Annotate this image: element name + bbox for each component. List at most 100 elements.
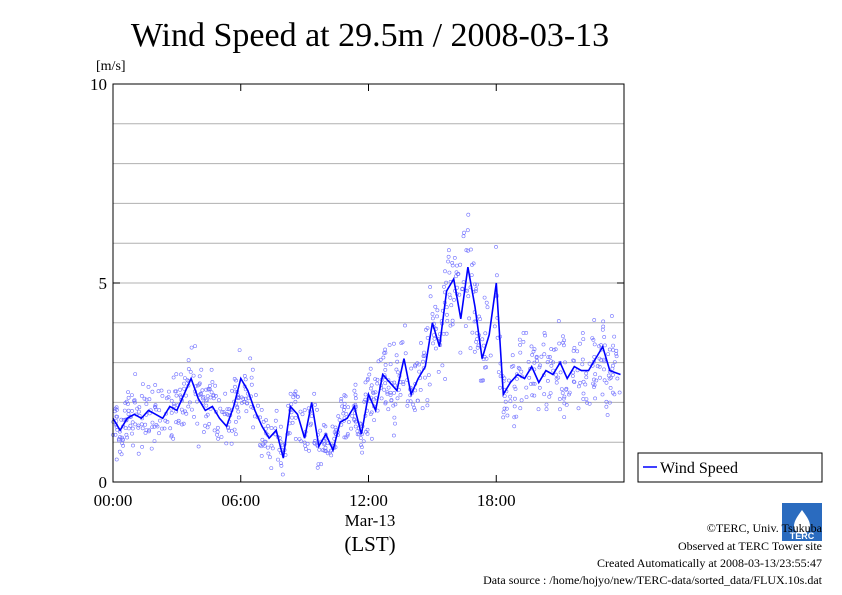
data-point <box>581 391 586 396</box>
data-point <box>512 384 517 389</box>
data-point <box>128 423 133 428</box>
data-point <box>375 377 380 382</box>
data-point <box>421 359 425 364</box>
data-point <box>156 389 161 394</box>
data-point <box>460 287 465 292</box>
data-point <box>147 397 152 402</box>
data-point <box>341 407 346 412</box>
data-point <box>412 405 417 410</box>
data-point <box>512 415 517 420</box>
data-point <box>197 374 202 379</box>
data-point <box>394 367 399 372</box>
data-point <box>473 289 478 294</box>
data-point <box>615 376 620 381</box>
data-point <box>243 377 248 382</box>
data-point <box>494 244 498 249</box>
data-point <box>215 429 220 434</box>
data-point <box>594 378 599 383</box>
data-point <box>312 440 317 445</box>
data-point <box>259 407 264 412</box>
data-point <box>484 300 489 305</box>
data-point <box>592 377 596 382</box>
data-point <box>567 390 572 395</box>
data-point <box>124 432 129 437</box>
data-point <box>288 391 293 396</box>
data-point <box>130 431 134 436</box>
data-point <box>136 423 141 428</box>
data-point <box>241 396 246 401</box>
data-point <box>531 381 536 386</box>
data-point <box>561 396 566 401</box>
data-point <box>260 437 265 442</box>
data-point <box>531 349 536 354</box>
data-point <box>603 343 607 348</box>
x-tick-label: 06:00 <box>221 491 260 510</box>
data-point <box>183 409 188 414</box>
data-point <box>515 376 519 381</box>
data-point <box>136 451 141 456</box>
data-point <box>333 425 338 430</box>
data-point <box>290 415 294 420</box>
data-point <box>599 343 603 348</box>
data-point <box>159 388 164 393</box>
data-point <box>249 382 254 387</box>
copyright-text: ©TERC, Univ. Tsukuba <box>707 521 823 535</box>
data-point <box>617 390 622 395</box>
data-point <box>126 390 131 395</box>
data-point <box>269 426 274 430</box>
data-point <box>389 398 394 402</box>
data-point <box>315 465 320 470</box>
data-point <box>291 395 296 400</box>
data-point <box>448 295 453 300</box>
data-point <box>502 406 507 411</box>
data-point <box>114 405 119 410</box>
data-point <box>243 396 248 401</box>
data-point <box>508 399 513 404</box>
data-point <box>160 426 164 431</box>
data-point <box>423 375 427 380</box>
data-point <box>580 362 585 367</box>
data-point <box>129 393 134 398</box>
data-point <box>239 400 244 405</box>
data-point <box>201 430 206 434</box>
data-point <box>516 365 521 370</box>
data-point <box>381 355 386 360</box>
data-point <box>290 420 295 425</box>
data-point <box>480 378 485 383</box>
data-point <box>444 280 449 285</box>
wind-speed-line <box>112 266 621 459</box>
data-point <box>256 403 260 408</box>
data-point <box>372 418 377 423</box>
data-point <box>147 428 152 433</box>
data-point <box>463 324 468 329</box>
data-point <box>450 322 455 327</box>
data-point <box>564 387 569 392</box>
data-point <box>114 414 119 419</box>
data-point <box>592 318 597 322</box>
data-point <box>365 378 370 383</box>
data-point <box>530 393 535 398</box>
data-point <box>401 380 406 384</box>
data-point <box>524 385 529 390</box>
data-point <box>521 331 526 335</box>
data-point <box>541 342 546 347</box>
data-point <box>150 420 155 425</box>
data-point <box>608 385 613 390</box>
data-point <box>428 294 433 299</box>
data-point <box>232 427 237 432</box>
data-point <box>181 421 186 426</box>
data-point <box>136 425 141 430</box>
data-point <box>430 312 435 316</box>
data-point <box>187 400 192 405</box>
data-point <box>264 418 268 423</box>
data-point <box>564 402 569 407</box>
data-point <box>317 447 322 452</box>
data-point <box>274 408 279 413</box>
data-point <box>297 437 302 442</box>
data-point <box>350 414 355 419</box>
data-point <box>527 375 532 380</box>
data-point <box>395 396 400 401</box>
data-point <box>133 372 138 377</box>
data-point <box>398 392 403 397</box>
data-point <box>362 399 367 404</box>
